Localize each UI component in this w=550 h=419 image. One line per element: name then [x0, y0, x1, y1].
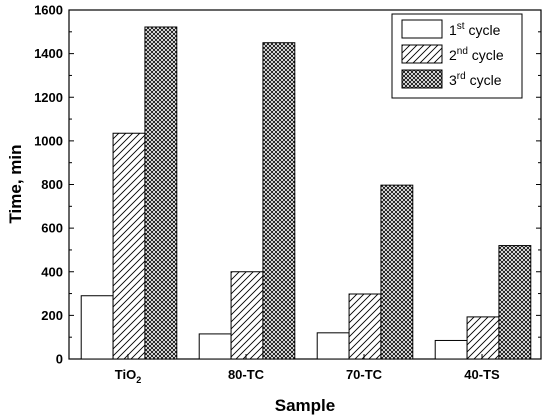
x-tick-label: 40-TS	[464, 367, 500, 382]
x-tick-label: 70-TC	[346, 367, 383, 382]
y-tick-label: 1400	[34, 46, 63, 61]
legend-label-cycle-1: 1st cycle	[449, 21, 501, 38]
x-tick-label: 80-TC	[228, 367, 265, 382]
x-axis-title: Sample	[275, 396, 335, 415]
y-tick-label: 1200	[34, 90, 63, 105]
bar-tio-cycle-2	[112, 132, 146, 360]
x-tick-label: TiO2	[115, 367, 141, 385]
legend: 1st cycle 2nd cycle 3rd cycle	[391, 13, 523, 99]
bars-group	[80, 26, 532, 360]
x-axis: TiO2 80-TC 70-TC 40-TS	[115, 354, 500, 385]
y-axis-title: Time, min	[6, 144, 25, 223]
y-tick-label: 200	[41, 308, 63, 323]
y-tick-label: 0	[56, 352, 63, 367]
bar-70tc-cycle-2	[348, 293, 382, 360]
legend-swatch-cycle-3	[401, 69, 443, 89]
bar-70tc-cycle-1	[316, 332, 350, 360]
bar-tio-cycle-3	[144, 26, 178, 360]
bar-80tc-cycle-1	[198, 333, 232, 360]
bar-40ts-cycle-2	[466, 316, 500, 360]
y-tick-label: 600	[41, 221, 63, 236]
legend-label-cycle-3: 3rd cycle	[449, 71, 502, 88]
bar-70tc-cycle-3	[380, 184, 414, 360]
y-axis: 0 200 400 600 800 1000 1200 1400 1600	[34, 3, 541, 367]
bar-40ts-cycle-3	[498, 245, 532, 360]
bar-80tc-cycle-3	[262, 42, 296, 360]
legend-swatch-cycle-2	[401, 44, 443, 64]
legend-label-cycle-2: 2nd cycle	[449, 46, 504, 63]
y-tick-label: 1600	[34, 3, 63, 18]
bar-40ts-cycle-1	[434, 339, 468, 360]
legend-swatch-cycle-1	[401, 19, 443, 39]
y-tick-label: 400	[41, 264, 63, 279]
bar-tio-cycle-1	[80, 295, 114, 360]
y-tick-label: 800	[41, 177, 63, 192]
y-tick-label: 1000	[34, 133, 63, 148]
bar-80tc-cycle-2	[230, 271, 264, 360]
